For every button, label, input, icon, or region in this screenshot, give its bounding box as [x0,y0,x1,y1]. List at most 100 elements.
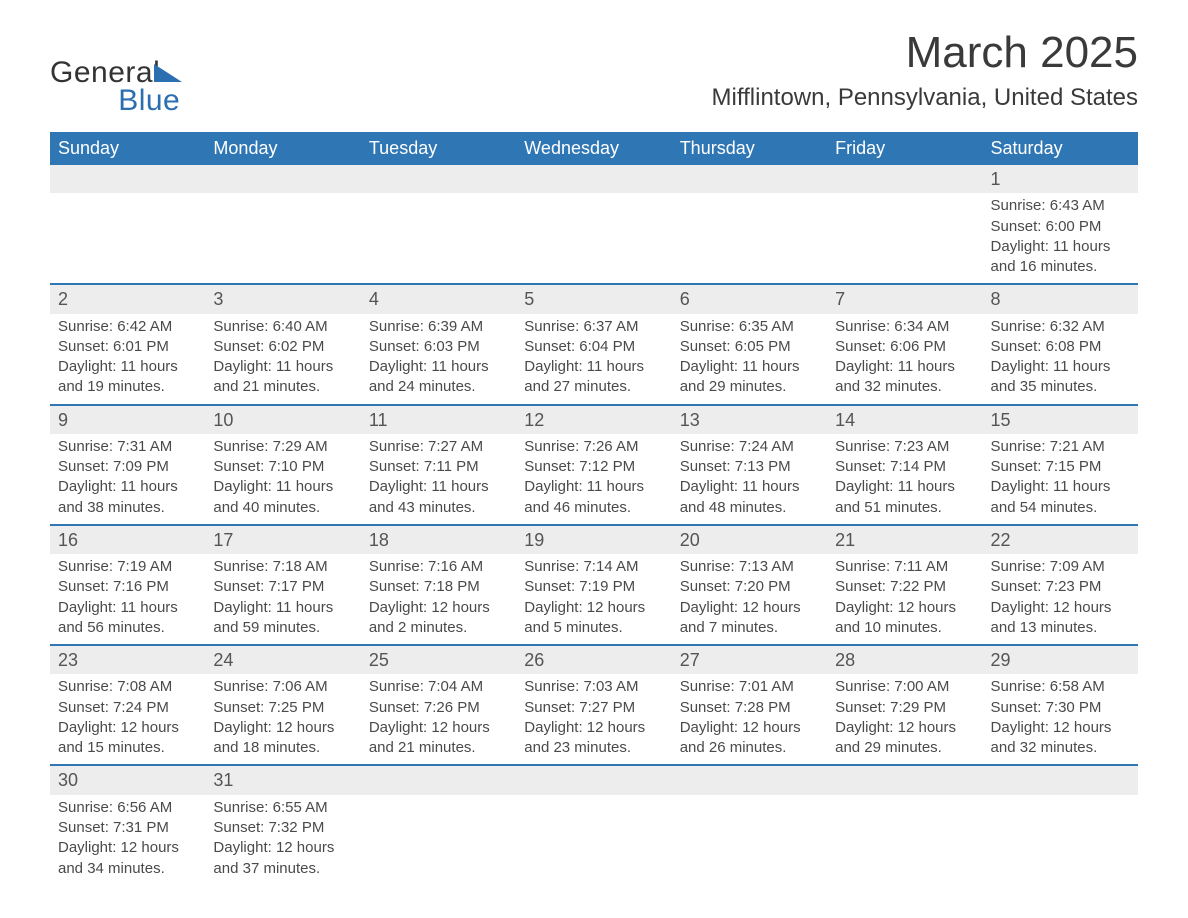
daylight-line: Daylight: 12 hours [835,598,974,618]
daylight-line: Daylight: 11 hours [991,237,1130,257]
day-number-cell [827,165,982,193]
brand-triangle-icon [154,64,182,82]
sunrise-line: Sunrise: 7:19 AM [58,557,197,577]
daylight-line: Daylight: 11 hours [680,357,819,377]
day-number-cell: 22 [983,525,1138,554]
daylight-line: and 29 minutes. [680,377,819,397]
sunrise-line: Sunrise: 7:03 AM [524,677,663,697]
day-detail-cell: Sunrise: 6:37 AMSunset: 6:04 PMDaylight:… [516,314,671,405]
sunrise-line: Sunrise: 7:24 AM [680,437,819,457]
sunrise-line: Sunrise: 7:26 AM [524,437,663,457]
day-header: Saturday [983,132,1138,165]
daylight-line: Daylight: 11 hours [991,477,1130,497]
daylight-line: and 13 minutes. [991,618,1130,638]
day-detail-cell: Sunrise: 6:35 AMSunset: 6:05 PMDaylight:… [672,314,827,405]
daylight-line: and 46 minutes. [524,498,663,518]
day-number-cell: 13 [672,405,827,434]
day-number-cell: 25 [361,645,516,674]
sunrise-line: Sunrise: 7:31 AM [58,437,197,457]
day-number-cell: 28 [827,645,982,674]
day-detail-cell: Sunrise: 6:32 AMSunset: 6:08 PMDaylight:… [983,314,1138,405]
daylight-line: Daylight: 12 hours [58,838,197,858]
sunrise-line: Sunrise: 6:56 AM [58,798,197,818]
day-header-row: Sunday Monday Tuesday Wednesday Thursday… [50,132,1138,165]
daylight-line: Daylight: 12 hours [991,718,1130,738]
day-number-cell: 15 [983,405,1138,434]
daylight-line: and 23 minutes. [524,738,663,758]
day-number-cell: 14 [827,405,982,434]
day-number: 15 [991,410,1011,430]
daylight-line: Daylight: 12 hours [524,598,663,618]
daylight-line: Daylight: 11 hours [524,357,663,377]
sunset-line: Sunset: 7:09 PM [58,457,197,477]
day-number: 5 [524,289,534,309]
sunset-line: Sunset: 6:05 PM [680,337,819,357]
day-detail-cell [516,795,671,885]
daylight-line: and 38 minutes. [58,498,197,518]
day-detail-cell: Sunrise: 7:19 AMSunset: 7:16 PMDaylight:… [50,554,205,645]
sunset-line: Sunset: 7:27 PM [524,698,663,718]
day-number: 7 [835,289,845,309]
sunset-line: Sunset: 7:14 PM [835,457,974,477]
day-number-cell: 16 [50,525,205,554]
day-detail-cell: Sunrise: 7:08 AMSunset: 7:24 PMDaylight:… [50,674,205,765]
day-detail-cell [205,193,360,284]
day-number: 12 [524,410,544,430]
daylight-line: and 18 minutes. [213,738,352,758]
sunrise-line: Sunrise: 6:32 AM [991,317,1130,337]
sunset-line: Sunset: 6:01 PM [58,337,197,357]
day-number-cell [672,765,827,794]
day-number-cell [983,765,1138,794]
sunrise-line: Sunrise: 7:11 AM [835,557,974,577]
day-number-cell: 26 [516,645,671,674]
week-daynum-row: 9101112131415 [50,405,1138,434]
day-number: 31 [213,770,233,790]
daylight-line: Daylight: 11 hours [58,357,197,377]
day-number: 28 [835,650,855,670]
week-detail-row: Sunrise: 7:31 AMSunset: 7:09 PM Daylight:… [50,434,1138,525]
sunset-line: Sunset: 6:02 PM [213,337,352,357]
brand-text: General Blue [50,56,182,118]
sunrise-line: Sunrise: 7:21 AM [991,437,1130,457]
daylight-line: and 21 minutes. [369,738,508,758]
sunrise-line: Sunrise: 7:00 AM [835,677,974,697]
day-number-cell [50,165,205,193]
day-number-cell: 11 [361,405,516,434]
day-header: Tuesday [361,132,516,165]
week-daynum-row: 1 [50,165,1138,193]
day-number-cell: 20 [672,525,827,554]
sunrise-line: Sunrise: 6:55 AM [213,798,352,818]
daylight-line: Daylight: 12 hours [213,718,352,738]
day-number-cell: 3 [205,284,360,313]
day-detail-cell: Sunrise: 6:34 AMSunset: 6:06 PMDaylight:… [827,314,982,405]
daylight-line: Daylight: 11 hours [524,477,663,497]
day-number-cell: 7 [827,284,982,313]
sunset-line: Sunset: 7:31 PM [58,818,197,838]
daylight-line: and 27 minutes. [524,377,663,397]
sunrise-line: Sunrise: 6:43 AM [991,196,1130,216]
daylight-line: and 37 minutes. [213,859,352,879]
day-number-cell: 12 [516,405,671,434]
daylight-line: and 29 minutes. [835,738,974,758]
sunrise-line: Sunrise: 7:08 AM [58,677,197,697]
day-detail-cell [361,795,516,885]
daylight-line: and 32 minutes. [991,738,1130,758]
day-detail-cell: Sunrise: 7:09 AMSunset: 7:23 PMDaylight:… [983,554,1138,645]
week-detail-row: Sunrise: 6:56 AMSunset: 7:31 PMDaylight:… [50,795,1138,885]
day-number-cell: 30 [50,765,205,794]
day-detail-cell [827,795,982,885]
daylight-line: Daylight: 12 hours [835,718,974,738]
day-detail-cell: Sunrise: 7:13 AMSunset: 7:20 PMDaylight:… [672,554,827,645]
week-detail-row: Sunrise: 6:43 AMSunset: 6:00 PMDaylight:… [50,193,1138,284]
day-number-cell: 9 [50,405,205,434]
daylight-line: and 40 minutes. [213,498,352,518]
daylight-line: and 26 minutes. [680,738,819,758]
day-number: 16 [58,530,78,550]
day-number: 19 [524,530,544,550]
daylight-line: Daylight: 12 hours [680,718,819,738]
day-number-cell: 8 [983,284,1138,313]
day-number-cell [516,165,671,193]
sunset-line: Sunset: 7:26 PM [369,698,508,718]
sunrise-line: Sunrise: 7:14 AM [524,557,663,577]
daylight-line: and 32 minutes. [835,377,974,397]
